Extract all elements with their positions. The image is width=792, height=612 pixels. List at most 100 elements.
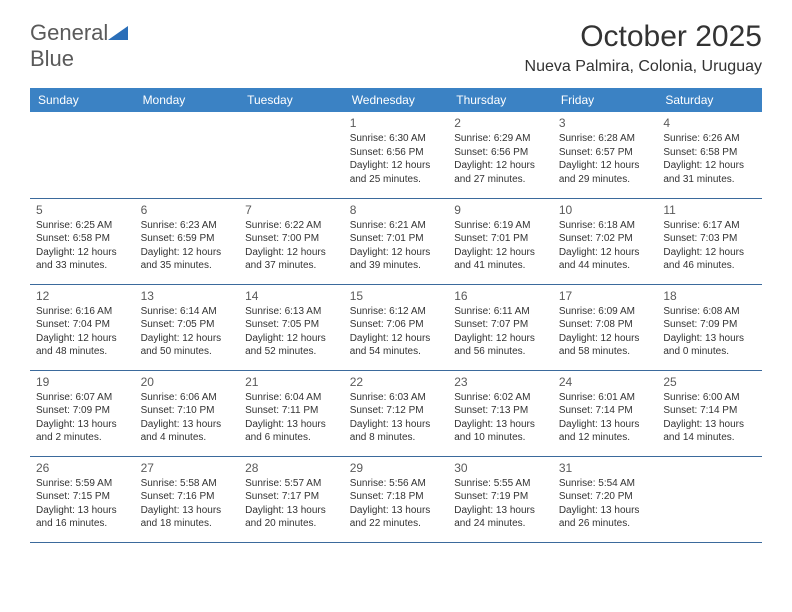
calendar-week-row: 5Sunrise: 6:25 AMSunset: 6:58 PMDaylight… — [30, 198, 762, 284]
calendar-day-cell: 7Sunrise: 6:22 AMSunset: 7:00 PMDaylight… — [239, 198, 344, 284]
sunset-text: Sunset: 7:03 PM — [663, 232, 756, 246]
daylight-text-2: and 29 minutes. — [559, 173, 652, 187]
daylight-text-1: Daylight: 12 hours — [559, 246, 652, 260]
sunset-text: Sunset: 7:09 PM — [663, 318, 756, 332]
daylight-text-1: Daylight: 13 hours — [350, 418, 443, 432]
day-details: Sunrise: 6:18 AMSunset: 7:02 PMDaylight:… — [559, 219, 652, 273]
daylight-text-1: Daylight: 13 hours — [36, 418, 129, 432]
day-details: Sunrise: 6:08 AMSunset: 7:09 PMDaylight:… — [663, 305, 756, 359]
day-details: Sunrise: 6:03 AMSunset: 7:12 PMDaylight:… — [350, 391, 443, 445]
sunset-text: Sunset: 7:02 PM — [559, 232, 652, 246]
sunset-text: Sunset: 7:00 PM — [245, 232, 338, 246]
sunset-text: Sunset: 7:12 PM — [350, 404, 443, 418]
day-details: Sunrise: 5:59 AMSunset: 7:15 PMDaylight:… — [36, 477, 129, 531]
day-number: 4 — [663, 116, 756, 130]
daylight-text-1: Daylight: 12 hours — [559, 159, 652, 173]
day-number: 12 — [36, 289, 129, 303]
daylight-text-2: and 31 minutes. — [663, 173, 756, 187]
calendar-day-cell: 21Sunrise: 6:04 AMSunset: 7:11 PMDayligh… — [239, 370, 344, 456]
logo: General Blue — [30, 20, 128, 72]
daylight-text-2: and 24 minutes. — [454, 517, 547, 531]
sunrise-text: Sunrise: 6:26 AM — [663, 132, 756, 146]
daylight-text-1: Daylight: 12 hours — [245, 246, 338, 260]
calendar-day-cell: 19Sunrise: 6:07 AMSunset: 7:09 PMDayligh… — [30, 370, 135, 456]
day-details: Sunrise: 6:11 AMSunset: 7:07 PMDaylight:… — [454, 305, 547, 359]
daylight-text-2: and 8 minutes. — [350, 431, 443, 445]
day-number: 24 — [559, 375, 652, 389]
calendar-day-cell: 30Sunrise: 5:55 AMSunset: 7:19 PMDayligh… — [448, 456, 553, 542]
daylight-text-2: and 48 minutes. — [36, 345, 129, 359]
sunset-text: Sunset: 6:59 PM — [141, 232, 234, 246]
sunrise-text: Sunrise: 6:07 AM — [36, 391, 129, 405]
sunset-text: Sunset: 7:14 PM — [663, 404, 756, 418]
day-number: 1 — [350, 116, 443, 130]
daylight-text-1: Daylight: 13 hours — [454, 504, 547, 518]
day-number: 20 — [141, 375, 234, 389]
calendar-day-cell: 17Sunrise: 6:09 AMSunset: 7:08 PMDayligh… — [553, 284, 658, 370]
daylight-text-2: and 16 minutes. — [36, 517, 129, 531]
daylight-text-1: Daylight: 12 hours — [454, 332, 547, 346]
sunrise-text: Sunrise: 6:11 AM — [454, 305, 547, 319]
daylight-text-2: and 35 minutes. — [141, 259, 234, 273]
sunrise-text: Sunrise: 6:03 AM — [350, 391, 443, 405]
sunrise-text: Sunrise: 6:00 AM — [663, 391, 756, 405]
daylight-text-2: and 26 minutes. — [559, 517, 652, 531]
weekday-header: Monday — [135, 88, 240, 112]
day-details: Sunrise: 6:17 AMSunset: 7:03 PMDaylight:… — [663, 219, 756, 273]
weekday-header: Friday — [553, 88, 658, 112]
daylight-text-2: and 12 minutes. — [559, 431, 652, 445]
calendar-day-cell: 18Sunrise: 6:08 AMSunset: 7:09 PMDayligh… — [657, 284, 762, 370]
daylight-text-2: and 4 minutes. — [141, 431, 234, 445]
sunrise-text: Sunrise: 6:17 AM — [663, 219, 756, 233]
weekday-header: Thursday — [448, 88, 553, 112]
day-details: Sunrise: 6:02 AMSunset: 7:13 PMDaylight:… — [454, 391, 547, 445]
daylight-text-2: and 50 minutes. — [141, 345, 234, 359]
daylight-text-2: and 18 minutes. — [141, 517, 234, 531]
calendar-day-cell: 3Sunrise: 6:28 AMSunset: 6:57 PMDaylight… — [553, 112, 658, 198]
location: Nueva Palmira, Colonia, Uruguay — [525, 58, 762, 76]
sunset-text: Sunset: 7:18 PM — [350, 490, 443, 504]
daylight-text-2: and 22 minutes. — [350, 517, 443, 531]
daylight-text-2: and 20 minutes. — [245, 517, 338, 531]
day-number: 19 — [36, 375, 129, 389]
sunset-text: Sunset: 7:01 PM — [454, 232, 547, 246]
day-number: 21 — [245, 375, 338, 389]
daylight-text-2: and 37 minutes. — [245, 259, 338, 273]
sunrise-text: Sunrise: 6:23 AM — [141, 219, 234, 233]
sunrise-text: Sunrise: 6:01 AM — [559, 391, 652, 405]
calendar-day-cell: 4Sunrise: 6:26 AMSunset: 6:58 PMDaylight… — [657, 112, 762, 198]
calendar-day-cell: 1 Sunrise: 6:30 AMSunset: 6:56 PMDaylight… — [344, 112, 449, 198]
calendar-day-cell: 31Sunrise: 5:54 AMSunset: 7:20 PMDayligh… — [553, 456, 658, 542]
calendar-day-cell: 26 Sunrise: 5:59 AMSunset: 7:15 PMDayligh… — [30, 456, 135, 542]
daylight-text-2: and 0 minutes. — [663, 345, 756, 359]
sunset-text: Sunset: 7:17 PM — [245, 490, 338, 504]
sunrise-text: Sunrise: 6:16 AM — [36, 305, 129, 319]
day-number: 31 — [559, 461, 652, 475]
calendar-day-cell — [135, 112, 240, 198]
day-number: 27 — [141, 461, 234, 475]
daylight-text-1: Daylight: 13 hours — [141, 504, 234, 518]
logo-word-2: Blue — [30, 46, 74, 71]
daylight-text-1: Daylight: 13 hours — [36, 504, 129, 518]
daylight-text-1: Daylight: 13 hours — [559, 418, 652, 432]
day-number: 13 — [141, 289, 234, 303]
calendar-day-cell: 8Sunrise: 6:21 AMSunset: 7:01 PMDaylight… — [344, 198, 449, 284]
day-number: 6 — [141, 203, 234, 217]
calendar-day-cell: 9Sunrise: 6:19 AMSunset: 7:01 PMDaylight… — [448, 198, 553, 284]
daylight-text-1: Daylight: 12 hours — [454, 246, 547, 260]
calendar-week-row: 26 Sunrise: 5:59 AMSunset: 7:15 PMDayligh… — [30, 456, 762, 542]
daylight-text-1: Daylight: 12 hours — [663, 246, 756, 260]
daylight-text-1: Daylight: 12 hours — [36, 332, 129, 346]
day-number: 28 — [245, 461, 338, 475]
calendar-day-cell: 10 Sunrise: 6:18 AMSunset: 7:02 PMDayligh… — [553, 198, 658, 284]
day-number: 10 — [559, 203, 652, 217]
day-number: 26 — [36, 461, 129, 475]
weekday-header: Wednesday — [344, 88, 449, 112]
weekday-header: Tuesday — [239, 88, 344, 112]
day-number: 7 — [245, 203, 338, 217]
daylight-text-1: Daylight: 13 hours — [663, 332, 756, 346]
sunrise-text: Sunrise: 6:04 AM — [245, 391, 338, 405]
calendar-day-cell: 15Sunrise: 6:12 AMSunset: 7:06 PMDayligh… — [344, 284, 449, 370]
day-details: Sunrise: 6:30 AMSunset: 6:56 PMDaylight:… — [350, 132, 443, 186]
day-details: Sunrise: 5:56 AMSunset: 7:18 PMDaylight:… — [350, 477, 443, 531]
